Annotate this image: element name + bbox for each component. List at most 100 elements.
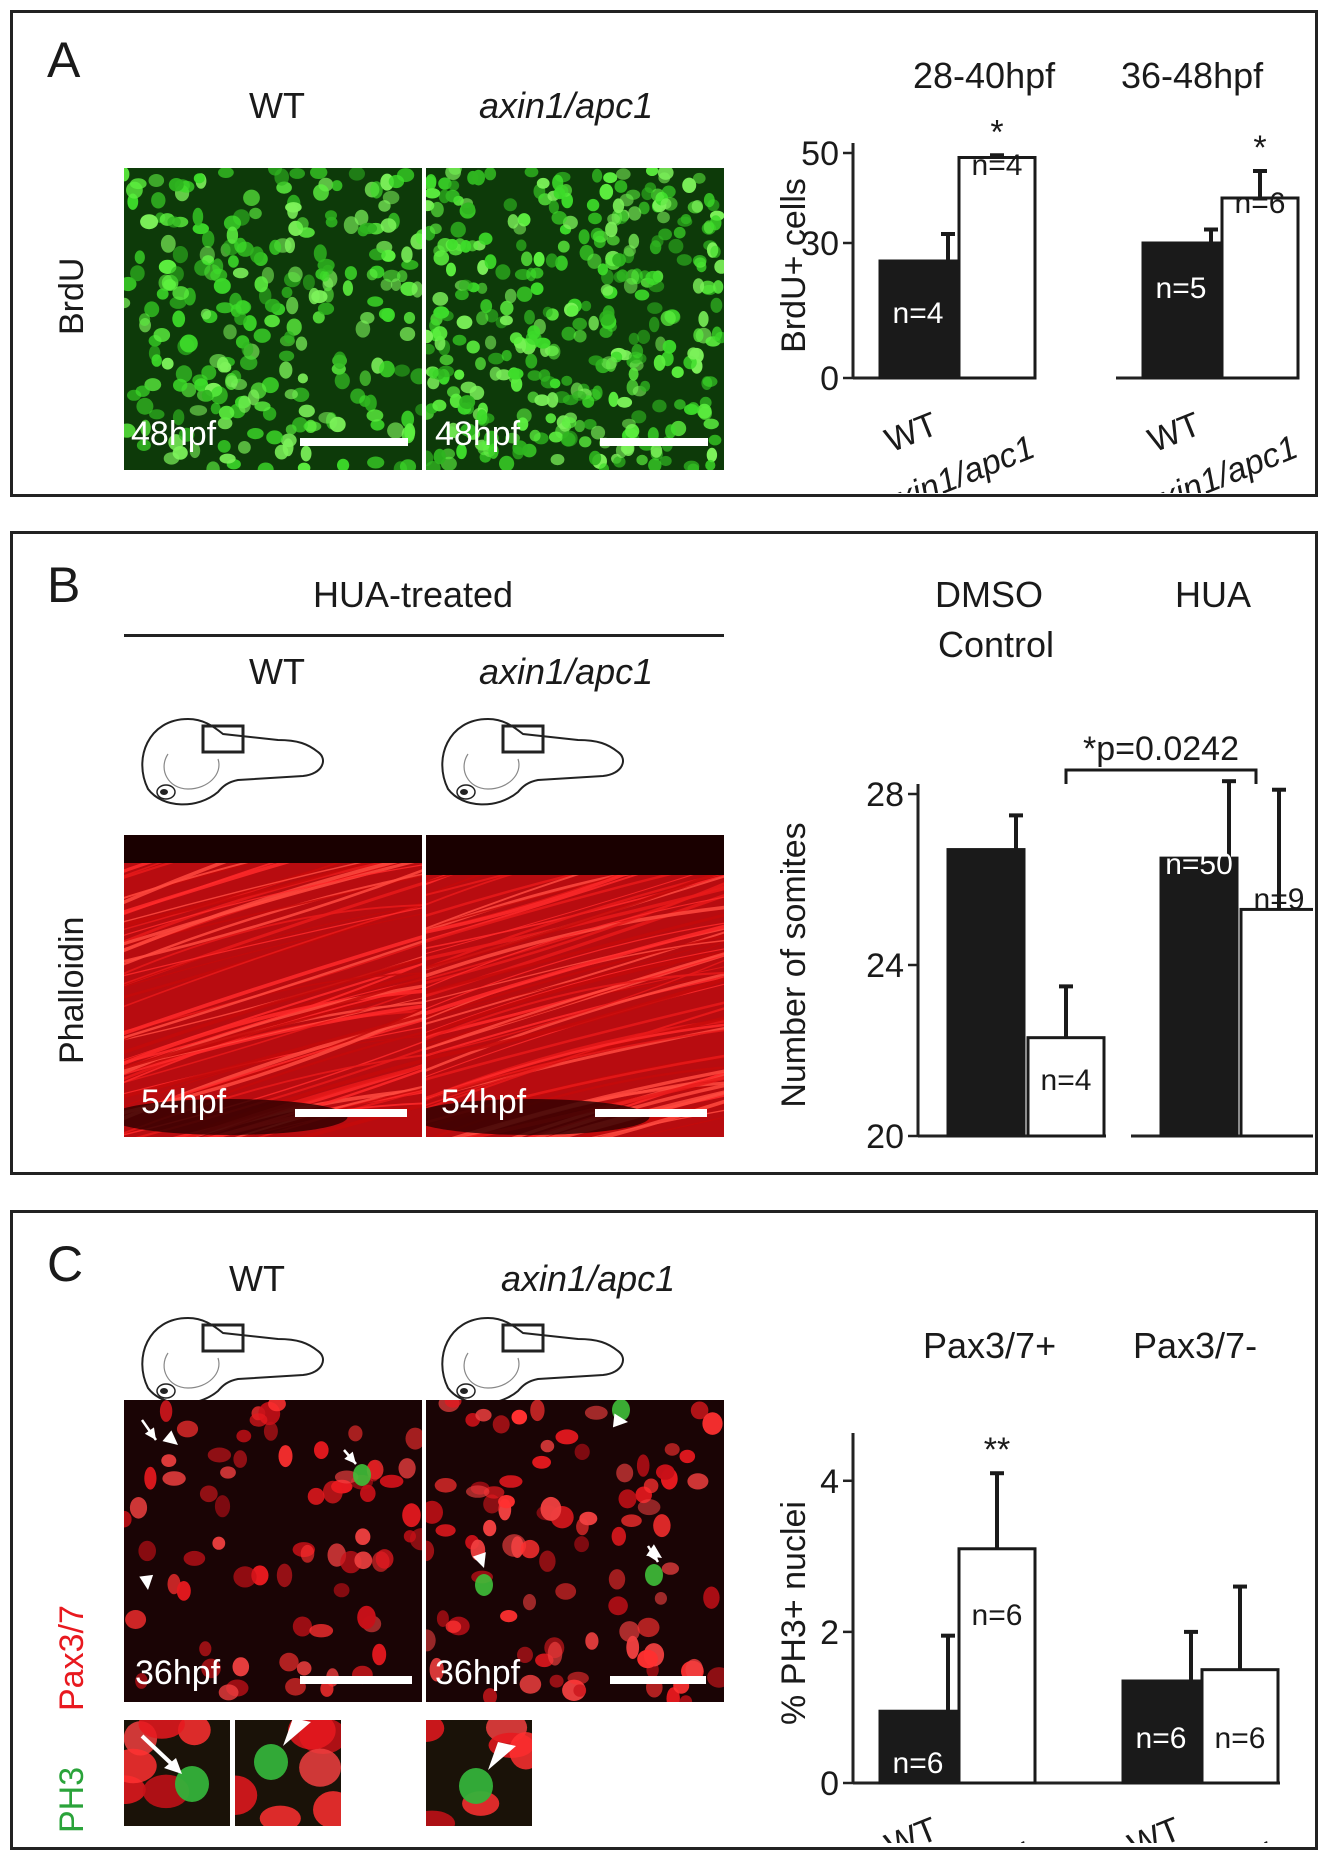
panel-letter: A <box>47 32 81 88</box>
x-label-wt: WT <box>948 1163 1011 1164</box>
phalloidin-image-mutant <box>426 835 724 1137</box>
bar-mutant <box>1220 196 1300 380</box>
n-label: n=9 <box>1254 883 1305 916</box>
n-label: n=50 <box>1165 848 1233 881</box>
brdu-image-mutant <box>426 168 724 470</box>
region-box <box>501 1323 545 1353</box>
ph3-positive-nuclei <box>475 1400 663 1596</box>
bar-mutant <box>957 1547 1037 1785</box>
embryo-schematic <box>141 717 324 806</box>
stain-label-pax37: Pax3/7 <box>53 1605 91 1711</box>
x-label-wt: WT <box>1161 1163 1224 1164</box>
timepoint-label: 36hpf <box>135 1654 221 1692</box>
inset-image-arrowhead <box>426 1720 532 1826</box>
x-label-wt: WT <box>1123 1810 1186 1843</box>
timepoint-label: 36hpf <box>435 1654 521 1692</box>
timepoint-label: 54hpf <box>441 1083 527 1121</box>
n-label: n=6 <box>1235 187 1286 220</box>
bar-mutant <box>1239 907 1313 1138</box>
y-tick-label: 30 <box>801 225 839 263</box>
pax37-ph3-image-wt <box>124 1400 422 1702</box>
significance-marker: ** <box>984 1431 1010 1469</box>
group-label: Pax3/7- <box>1133 1325 1258 1366</box>
n-label: n=6 <box>972 1599 1023 1632</box>
column-label-wt: WT <box>249 85 305 126</box>
scale-bar <box>300 438 408 446</box>
nuclei-texture <box>124 168 422 470</box>
panel-a: A WT axin1/apc1 BrdU 48hpf 48hpf 28-40hp… <box>10 10 1318 497</box>
fiber-texture <box>124 835 422 1137</box>
arrowhead-icon <box>488 1742 516 1770</box>
column-label-mutant: axin1/apc1 <box>479 85 654 126</box>
x-label-wt: WT <box>880 405 943 460</box>
region-box <box>501 724 545 754</box>
column-label-mutant: axin1/apc1 <box>501 1258 676 1299</box>
panel-letter: C <box>47 1236 84 1292</box>
scale-bar <box>595 1109 707 1117</box>
bar-mutant <box>1026 1036 1106 1138</box>
bar-wt <box>878 1709 958 1785</box>
bar-wt <box>1121 1679 1201 1785</box>
stain-label-brdu: BrdU <box>53 257 91 335</box>
arrow-icon <box>343 1449 357 1465</box>
region-box <box>201 724 245 754</box>
panel-b: B HUA-treated WT axin1/apc1 Phalloidin 5… <box>10 531 1318 1175</box>
n-label: n=4 <box>893 297 944 330</box>
column-label-wt: WT <box>249 651 305 692</box>
n-label: n=6 <box>1136 1722 1187 1755</box>
group-label: 28-40hpf <box>913 55 1056 96</box>
stain-label-phalloidin: Phalloidin <box>53 916 91 1064</box>
significance-marker: * <box>1253 129 1266 167</box>
group-label: Pax3/7+ <box>923 1325 1057 1366</box>
n-label: n=6 <box>893 1747 944 1780</box>
phalloidin-image-wt <box>124 835 422 1137</box>
panel-letter: B <box>47 557 81 613</box>
arrow-icon <box>140 1734 182 1774</box>
n-label: n=5 <box>1156 272 1207 305</box>
y-tick-label: 28 <box>866 776 904 814</box>
y-axis-label: BrdU+ cells <box>775 178 813 353</box>
embryo-schematic <box>441 717 624 806</box>
y-axis-label: Number of somites <box>775 822 813 1107</box>
y-tick-label: 2 <box>820 1614 839 1652</box>
group-label-line2: Control <box>938 624 1055 665</box>
arrowhead-icon <box>283 1720 311 1746</box>
y-tick-label: 50 <box>801 135 839 173</box>
y-tick-label: 24 <box>866 947 904 985</box>
column-label-mutant: axin1/apc1 <box>479 651 654 692</box>
scale-bar <box>295 1109 407 1117</box>
nuclei-texture <box>124 1400 422 1701</box>
inset-image-arrowhead <box>235 1720 341 1826</box>
group-label: 36-48hpf <box>1121 55 1264 96</box>
p-value-label: *p=0.0242 <box>1083 730 1239 768</box>
ph3-positive-nuclei <box>353 1464 371 1486</box>
bar-wt <box>946 848 1026 1138</box>
bar-wt <box>1159 856 1239 1138</box>
bar-mutant <box>1200 1668 1280 1785</box>
column-label-wt: WT <box>229 1258 285 1299</box>
pax37-ph3-image-mutant <box>426 1400 724 1702</box>
arrowhead-icon <box>162 1430 178 1445</box>
embryo-schematic <box>441 1316 624 1405</box>
y-tick-label: 20 <box>866 1118 904 1156</box>
group-label: HUA <box>1175 574 1252 615</box>
timepoint-label: 48hpf <box>435 415 521 453</box>
arrowhead-icon <box>612 1413 628 1428</box>
n-label: n=4 <box>972 149 1023 182</box>
arrowhead-icon <box>646 1544 662 1558</box>
bar-wt <box>1141 241 1221 380</box>
y-axis-label: % PH3+ nuclei <box>775 1501 813 1725</box>
scale-bar <box>610 1676 706 1684</box>
significance-marker: * <box>990 113 1003 151</box>
y-tick-label: 0 <box>820 1765 839 1803</box>
arrowhead-icon <box>472 1552 486 1568</box>
scale-bar <box>600 438 708 446</box>
n-label: n=4 <box>1041 1064 1092 1097</box>
treatment-label: HUA-treated <box>313 574 514 615</box>
bar-wt <box>878 259 958 380</box>
bar-mutant <box>957 156 1037 380</box>
inset-image-arrow <box>124 1720 230 1826</box>
timepoint-label: 54hpf <box>141 1083 227 1121</box>
